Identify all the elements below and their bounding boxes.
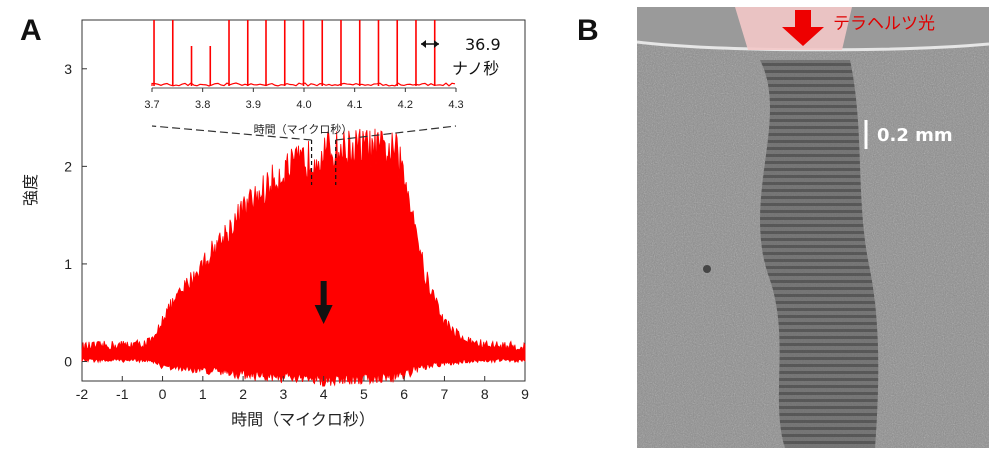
inset-chart: 3.7 3.8 3.9 4.0 4.1 4.2 4.3 時間（マイクロ秒） 36.9 ナノ秒 bbox=[144, 20, 501, 136]
inset-x-tick-label: 3.9 bbox=[246, 99, 261, 111]
x-tick-label: 0 bbox=[159, 386, 167, 402]
y-tick-label: 1 bbox=[64, 256, 72, 272]
inset-x-tick-label: 3.7 bbox=[144, 99, 159, 111]
microscope-image bbox=[637, 7, 989, 448]
x-tick-label: 4 bbox=[320, 386, 328, 402]
y-tick-label: 3 bbox=[64, 61, 72, 77]
signal-area bbox=[81, 128, 526, 387]
x-tick-label: 5 bbox=[360, 386, 368, 402]
thz-arrow-icon bbox=[782, 10, 824, 46]
period-unit: ナノ秒 bbox=[452, 59, 499, 78]
x-axis-label: 時間（マイクロ秒） bbox=[231, 410, 375, 429]
x-tick-label: -2 bbox=[76, 386, 89, 402]
period-value: 36.9 bbox=[465, 35, 501, 54]
interference-fringes bbox=[760, 60, 879, 448]
inset-x-tick-label: 4.1 bbox=[347, 99, 362, 111]
x-tick-label: 7 bbox=[441, 386, 449, 402]
period-double-arrow-icon bbox=[421, 40, 439, 48]
inset-baseline bbox=[151, 82, 456, 87]
x-tick-label: 6 bbox=[400, 386, 408, 402]
main-chart: -2 -1 0 1 2 3 4 5 6 7 8 9 0 1 2 3 時間（マイクロ秒） 強度 bbox=[21, 19, 529, 429]
x-tick-label: -1 bbox=[116, 386, 129, 402]
inset-x-tick-label: 4.2 bbox=[398, 99, 413, 111]
x-tick-label: 3 bbox=[279, 386, 287, 402]
y-tick-label: 0 bbox=[64, 353, 72, 369]
y-axis-label: 強度 bbox=[21, 174, 40, 206]
inset-x-tick-label: 4.0 bbox=[296, 99, 311, 111]
panel-a-label: A bbox=[20, 14, 42, 47]
down-arrow-head bbox=[314, 305, 333, 324]
inset-x-tick-label: 4.3 bbox=[448, 99, 463, 111]
inset-pulses bbox=[151, 20, 456, 87]
signal-envelope bbox=[81, 128, 526, 387]
zoom-connector-line bbox=[335, 125, 457, 141]
x-tick-label: 2 bbox=[239, 386, 247, 402]
x-tick-label: 8 bbox=[481, 386, 489, 402]
scale-bar-label: 0.2 mm bbox=[877, 125, 953, 146]
down-arrow-icon bbox=[320, 281, 327, 307]
inset-x-tick-label: 3.8 bbox=[195, 99, 210, 111]
zoom-connector-line bbox=[151, 125, 312, 141]
x-tick-label: 1 bbox=[199, 386, 207, 402]
inset-x-axis-label: 時間（マイクロ秒） bbox=[254, 122, 353, 136]
x-tick-label: 9 bbox=[521, 386, 529, 402]
panel-b-label: B bbox=[577, 14, 599, 47]
y-tick-label: 2 bbox=[64, 158, 72, 174]
thz-label: テラヘルツ光 bbox=[833, 14, 935, 34]
